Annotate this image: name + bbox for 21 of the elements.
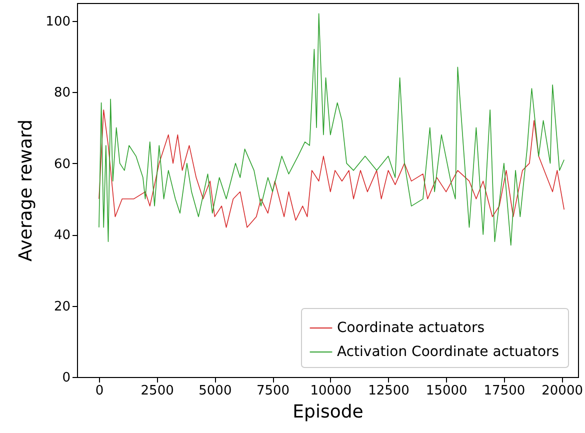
x-tick-label: 0 xyxy=(95,384,104,398)
x-tick-label: 20000 xyxy=(542,384,583,398)
y-tick-label: 80 xyxy=(54,86,70,101)
x-tick-label: 15000 xyxy=(426,384,468,398)
x-tick-label: 7500 xyxy=(256,384,290,398)
x-tick-label: 12500 xyxy=(368,384,410,398)
x-tick-label: 17500 xyxy=(484,384,526,398)
x-tick-label: 10000 xyxy=(310,384,352,398)
x-tick-label: 2500 xyxy=(140,384,174,398)
x-axis-title: Episode xyxy=(292,402,364,422)
line-series xyxy=(98,109,565,228)
x-tick-label: 5000 xyxy=(198,384,232,398)
y-tick-label: 0 xyxy=(62,370,70,386)
y-tick-label: 40 xyxy=(54,228,70,244)
line-series xyxy=(98,13,565,246)
legend-label: Activation Coordinate actuators xyxy=(337,344,560,360)
y-tick-label: 20 xyxy=(54,299,70,314)
y-tick-label: 60 xyxy=(54,156,70,172)
y-axis-title: Average reward xyxy=(16,120,37,262)
legend-label: Coordinate actuators xyxy=(337,320,485,336)
y-tick-label: 100 xyxy=(46,14,70,30)
